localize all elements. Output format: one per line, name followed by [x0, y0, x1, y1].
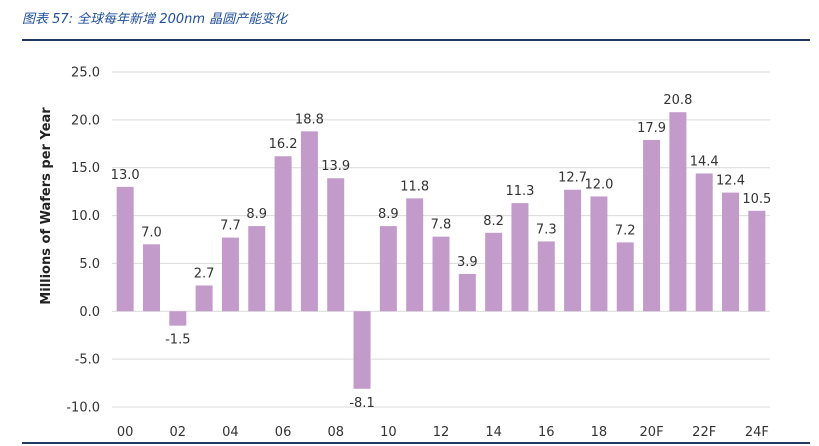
bar [353, 311, 371, 389]
data-label: 14.4 [690, 154, 719, 169]
x-tick-label: 22F [692, 425, 716, 440]
bar [722, 192, 740, 312]
data-label: 8.2 [483, 214, 504, 229]
data-label: 12.0 [584, 177, 613, 192]
data-label: 17.9 [637, 121, 666, 136]
y-tick-label: 0.0 [79, 305, 100, 320]
bar [695, 173, 713, 312]
x-tick-label: 04 [222, 425, 239, 440]
data-label: 7.0 [141, 225, 162, 240]
bar [406, 198, 424, 312]
bar [432, 236, 450, 312]
bar [327, 178, 345, 312]
bar [485, 232, 503, 312]
y-tick-label: 10.0 [71, 209, 100, 224]
data-label: 7.7 [220, 219, 241, 234]
bar [564, 189, 582, 312]
y-tick-label: 5.0 [79, 257, 100, 272]
data-label: 3.9 [457, 255, 478, 270]
data-label: 13.0 [111, 168, 140, 183]
data-label: 20.8 [663, 93, 692, 108]
y-tick-label: -10.0 [66, 401, 100, 416]
x-tick-label: 02 [170, 425, 187, 440]
y-tick-label: 25.0 [71, 66, 100, 81]
data-label: 7.2 [615, 223, 636, 238]
x-tick-label: 00 [117, 425, 134, 440]
bar [221, 237, 239, 312]
x-tick-label: 16 [538, 425, 555, 440]
data-label: 12.7 [558, 171, 587, 186]
bar [274, 156, 292, 312]
y-tick-label: -5.0 [75, 353, 100, 368]
data-label: 2.7 [194, 266, 215, 281]
bar [458, 273, 476, 312]
data-label: 13.9 [321, 159, 350, 174]
bar [748, 210, 766, 312]
bar [169, 311, 187, 326]
x-tick-label: 12 [433, 425, 450, 440]
data-label: 16.2 [269, 137, 298, 152]
x-tick-label: 06 [275, 425, 292, 440]
data-label: 8.9 [378, 207, 399, 222]
data-label: -8.1 [349, 396, 374, 411]
bar [537, 241, 555, 312]
bar [590, 196, 608, 312]
x-tick-label: 20F [640, 425, 664, 440]
bar [142, 244, 160, 312]
x-tick-label: 18 [591, 425, 608, 440]
y-axis-label: Millions of Wafers per Year [39, 107, 54, 305]
data-label: 11.8 [400, 179, 429, 194]
y-tick-label: 20.0 [71, 113, 100, 128]
bar [379, 226, 397, 312]
data-label: 8.9 [246, 207, 267, 222]
x-tick-label: 24F [745, 425, 769, 440]
x-tick-label: 14 [485, 425, 502, 440]
bottom-divider [22, 442, 810, 444]
data-label: -1.5 [165, 333, 190, 348]
bar [116, 186, 134, 312]
bar [669, 112, 687, 312]
bar [616, 242, 634, 312]
data-label: 12.4 [716, 174, 745, 189]
bar [248, 226, 266, 312]
bar [643, 139, 661, 312]
y-tick-label: 15.0 [71, 161, 100, 176]
figure-caption: 图表 57: 全球每年新增 200nm 晶圆产能变化 [22, 12, 288, 27]
data-label: 7.3 [536, 222, 557, 237]
bar [300, 131, 318, 312]
data-label: 7.8 [431, 218, 452, 233]
bar [195, 285, 213, 312]
data-label: 10.5 [742, 192, 771, 207]
data-label: 18.8 [295, 112, 324, 127]
bar [511, 203, 529, 312]
x-tick-label: 08 [327, 425, 344, 440]
data-label: 11.3 [505, 184, 534, 199]
caption-divider [22, 39, 810, 41]
x-tick-label: 10 [380, 425, 397, 440]
